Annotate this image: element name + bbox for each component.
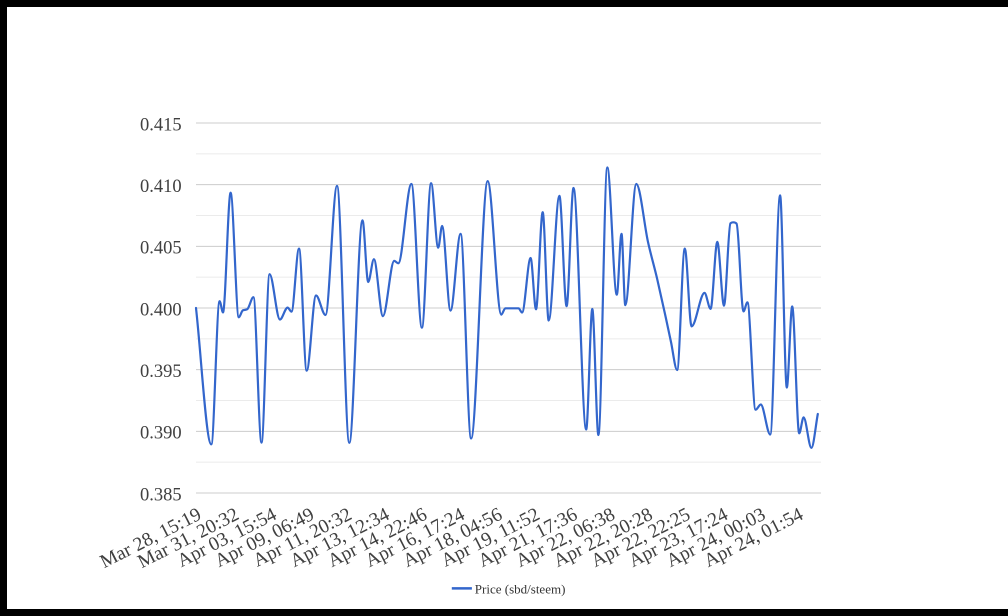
svg-text:0.385: 0.385: [140, 485, 182, 505]
svg-text:0.390: 0.390: [140, 424, 182, 444]
svg-text:0.395: 0.395: [140, 362, 182, 382]
svg-text:0.410: 0.410: [140, 177, 182, 197]
svg-text:0.415: 0.415: [140, 115, 182, 135]
svg-text:Price (sbd/steem): Price (sbd/steem): [475, 582, 566, 597]
svg-text:0.405: 0.405: [140, 239, 182, 259]
svg-text:0.400: 0.400: [140, 300, 182, 320]
